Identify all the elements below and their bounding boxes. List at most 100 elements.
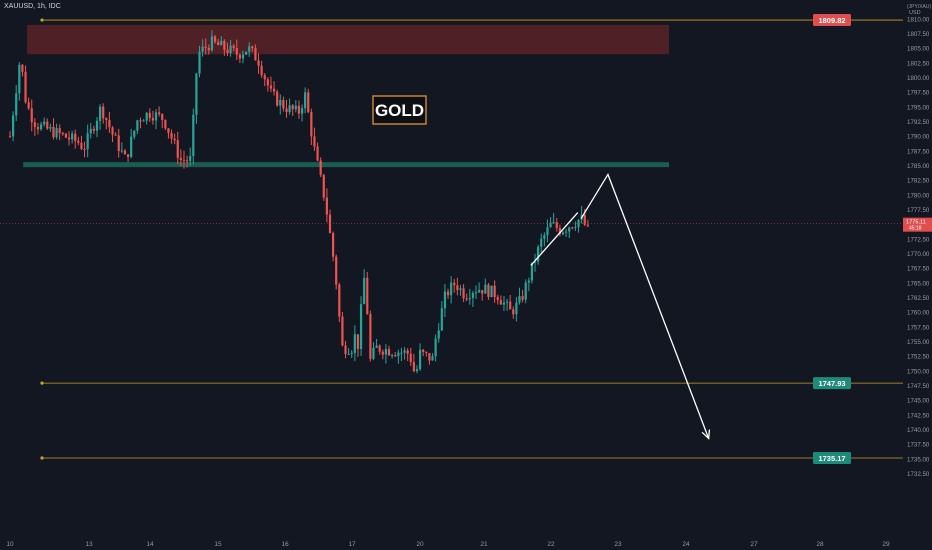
candle-body [391, 355, 394, 357]
price-axis: 1810.00 1807.50 1805.00 1802.50 1800.00 1797.… [903, 0, 932, 550]
price-tick-label: 1797.50 [907, 90, 930, 97]
candle [509, 295, 512, 310]
candle [74, 129, 77, 149]
symbol-label: XAUUSD, 1h, IDC [4, 3, 61, 10]
price-tick-label: 1737.50 [907, 442, 930, 449]
candle-body [83, 148, 86, 150]
price-tick-label: 1757.50 [907, 324, 930, 331]
current-price-label: 1775.11 [906, 220, 926, 226]
candle [549, 217, 552, 228]
candle-body [142, 120, 145, 122]
candle-body [30, 108, 33, 123]
candle-body [229, 45, 232, 53]
candle [276, 89, 279, 107]
price-tick-label: 1805.00 [907, 46, 930, 53]
candle [18, 62, 21, 101]
candle-body [462, 288, 465, 299]
candle [21, 64, 24, 77]
candle [387, 345, 391, 357]
candle [406, 348, 409, 362]
time-tick-label: 28 [816, 541, 824, 548]
time-tick-label: 16 [281, 541, 289, 548]
candle-body [328, 214, 332, 233]
candle-body [366, 277, 369, 315]
candle [437, 322, 440, 343]
candle-body [331, 232, 335, 257]
candle-body [412, 361, 415, 372]
candle-body [490, 285, 493, 298]
candle-body [251, 46, 254, 49]
candle-body [102, 106, 105, 119]
candle-body [33, 122, 36, 127]
candle-body [384, 349, 388, 355]
candle-body [43, 121, 46, 125]
candle-body [363, 277, 366, 305]
candle-body [518, 296, 521, 303]
candle [418, 343, 422, 371]
candle [394, 352, 397, 358]
candle [170, 129, 173, 144]
candle-body [487, 284, 490, 298]
candle-body [300, 108, 304, 114]
candle [33, 118, 36, 136]
candle [30, 99, 33, 132]
candle-body [484, 284, 487, 294]
candle-body [530, 262, 534, 281]
candle [409, 347, 412, 367]
candle [89, 122, 92, 139]
candle [571, 226, 574, 230]
level-anchor [40, 18, 44, 22]
candle-body [49, 126, 52, 129]
candle-body [319, 160, 322, 175]
candle [335, 254, 338, 290]
candle-body [254, 48, 257, 61]
candle [254, 44, 257, 61]
candle [400, 347, 403, 362]
candle [223, 39, 226, 56]
candle-body [583, 214, 586, 225]
projection-path [580, 172, 710, 439]
candle [43, 117, 46, 127]
candle-body [192, 114, 195, 157]
candle [502, 295, 506, 312]
price-tick-label: 1745.00 [907, 398, 930, 405]
candle-body [459, 288, 462, 290]
candle-body [245, 51, 248, 55]
candle [226, 42, 229, 56]
price-tick-label: 1790.00 [907, 134, 930, 141]
candle-body [189, 156, 192, 161]
candle-body [117, 135, 120, 152]
candle-body [226, 49, 229, 53]
level-anchor [40, 381, 44, 385]
candle [543, 232, 546, 247]
candle-body [123, 150, 127, 155]
price-tick-label: 1802.50 [907, 60, 930, 67]
candle-body [316, 146, 319, 161]
candle-body [136, 120, 139, 131]
candle-body [67, 137, 71, 140]
candle [185, 155, 189, 168]
candle-body [338, 284, 341, 317]
candle [356, 334, 360, 357]
candle [241, 50, 245, 64]
candle [459, 285, 462, 296]
candle-body [372, 347, 375, 359]
candle [114, 132, 117, 136]
candle-body [297, 105, 301, 114]
level-anchor [40, 456, 44, 460]
time-tick-label: 17 [348, 541, 356, 548]
candle [518, 287, 521, 305]
candle [8, 131, 12, 138]
candle [428, 352, 431, 365]
candle [55, 123, 58, 140]
candle-body [170, 132, 173, 139]
candle-body [515, 302, 518, 315]
candle-body [204, 46, 207, 48]
candle-body [403, 350, 406, 353]
candle [95, 117, 99, 138]
candle [515, 296, 518, 322]
candle-body [378, 345, 381, 352]
candle-body [164, 119, 167, 129]
